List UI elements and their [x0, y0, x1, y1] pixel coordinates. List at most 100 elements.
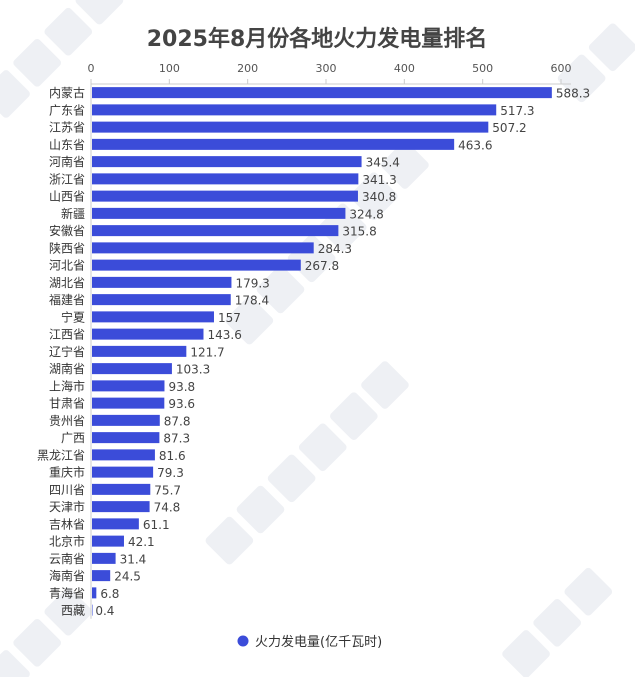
- y-tick-label: 江苏省: [49, 121, 85, 135]
- x-tick-label: 500: [472, 62, 493, 75]
- y-tick-label: 上海市: [49, 378, 85, 393]
- y-tick-label: 河南省: [49, 154, 85, 169]
- bar: [92, 345, 187, 357]
- y-tick-label: 青海省: [49, 585, 85, 600]
- data-label: 178.4: [235, 294, 269, 308]
- data-label: 93.6: [168, 397, 195, 411]
- x-tick-label: 400: [394, 62, 415, 75]
- bar: [92, 242, 314, 254]
- data-label: 74.8: [154, 501, 181, 515]
- y-tick-label: 福建省: [49, 292, 85, 307]
- bar: [92, 259, 301, 271]
- y-tick-label: 海南省: [49, 568, 85, 583]
- bar: [92, 121, 489, 133]
- y-tick-label: 山东省: [49, 138, 85, 152]
- bar: [92, 483, 151, 495]
- y-tick-label: 北京市: [49, 534, 85, 549]
- y-tick-label: 辽宁省: [49, 344, 85, 359]
- bar: [92, 570, 111, 582]
- legend-marker: [237, 635, 249, 647]
- data-label: 93.8: [168, 380, 195, 394]
- bar: [92, 518, 139, 530]
- data-label: 345.4: [366, 156, 400, 170]
- x-tick-label: 600: [551, 62, 572, 75]
- bar: [92, 587, 97, 599]
- y-tick-label: 陕西省: [49, 240, 85, 255]
- data-label: 284.3: [318, 242, 352, 256]
- y-tick-label: 湖北省: [49, 275, 85, 290]
- y-tick-label: 云南省: [49, 551, 85, 566]
- data-label: 121.7: [190, 345, 224, 359]
- y-tick-label: 山西省: [49, 190, 85, 204]
- y-tick-label: 广东省: [49, 103, 85, 117]
- x-tick-label: 100: [159, 62, 180, 75]
- bar: [92, 207, 346, 219]
- bar: [92, 466, 154, 478]
- y-tick-label: 宁夏: [61, 309, 85, 324]
- y-tick-label: 浙江省: [49, 172, 85, 186]
- data-label: 340.8: [362, 190, 396, 204]
- bar: [92, 311, 214, 323]
- data-label: 87.3: [163, 432, 190, 446]
- bar: [92, 87, 552, 99]
- data-label: 103.3: [176, 363, 210, 377]
- data-label: 143.6: [207, 328, 241, 342]
- bar: [92, 363, 172, 375]
- y-tick-label: 贵州省: [49, 414, 85, 428]
- bar: [92, 397, 165, 409]
- y-tick-label: 黑龙江省: [37, 448, 85, 462]
- data-label: 0.4: [95, 604, 114, 618]
- x-tick-label: 300: [316, 62, 337, 75]
- bar: [92, 173, 359, 185]
- data-label: 517.3: [500, 104, 534, 118]
- data-label: 81.6: [159, 449, 186, 463]
- y-tick-label: 甘肃省: [49, 397, 85, 411]
- legend[interactable]: 火力发电量(亿千瓦时): [237, 634, 383, 650]
- bar: [92, 432, 160, 444]
- y-tick-label: 河北省: [49, 259, 85, 273]
- bar: [92, 501, 150, 513]
- x-tick-label: 0: [88, 62, 95, 75]
- y-tick-label: 广西: [61, 431, 85, 445]
- data-label: 588.3: [556, 87, 590, 101]
- y-tick-label: 湖南省: [49, 361, 85, 376]
- data-label: 75.7: [154, 483, 181, 497]
- y-tick-label: 西藏: [61, 604, 85, 618]
- bar: [92, 604, 93, 616]
- data-label: 507.2: [492, 121, 526, 135]
- data-label: 87.8: [164, 414, 191, 428]
- bar: [92, 414, 160, 426]
- bar: [92, 190, 358, 202]
- data-label: 31.4: [120, 552, 147, 566]
- data-label: 267.8: [305, 259, 339, 273]
- bar: [92, 552, 116, 564]
- y-tick-label: 重庆市: [49, 465, 85, 480]
- x-tick-label: 200: [237, 62, 258, 75]
- data-label: 179.3: [235, 276, 269, 290]
- y-tick-label: 江西省: [49, 328, 85, 342]
- bars: 内蒙古 588.3 广东省 517.3 江苏省 507.2 山东省 463.6 河南省 345.4…: [37, 85, 590, 618]
- x-axis: 0 100 200 300 400 500 600: [88, 62, 572, 619]
- y-tick-label: 吉林省: [49, 517, 85, 531]
- data-label: 157: [218, 311, 241, 325]
- y-tick-label: 天津市: [49, 499, 85, 514]
- legend-label: 火力发电量(亿千瓦时): [255, 634, 382, 650]
- y-tick-label: 四川省: [49, 483, 85, 497]
- bar: [92, 328, 204, 340]
- bar: [92, 138, 455, 150]
- bar: [92, 104, 497, 116]
- data-label: 341.3: [362, 173, 396, 187]
- data-label: 24.5: [114, 570, 141, 584]
- bar: [92, 294, 231, 306]
- data-label: 61.1: [143, 518, 170, 532]
- y-tick-label: 安徽省: [49, 223, 85, 238]
- data-label: 315.8: [342, 225, 376, 239]
- data-label: 463.6: [458, 138, 492, 152]
- y-tick-label: 新疆: [61, 206, 85, 221]
- bar: [92, 380, 165, 392]
- data-label: 79.3: [157, 466, 184, 480]
- y-tick-label: 内蒙古: [49, 85, 85, 100]
- data-label: 42.1: [128, 535, 155, 549]
- data-label: 6.8: [100, 587, 119, 601]
